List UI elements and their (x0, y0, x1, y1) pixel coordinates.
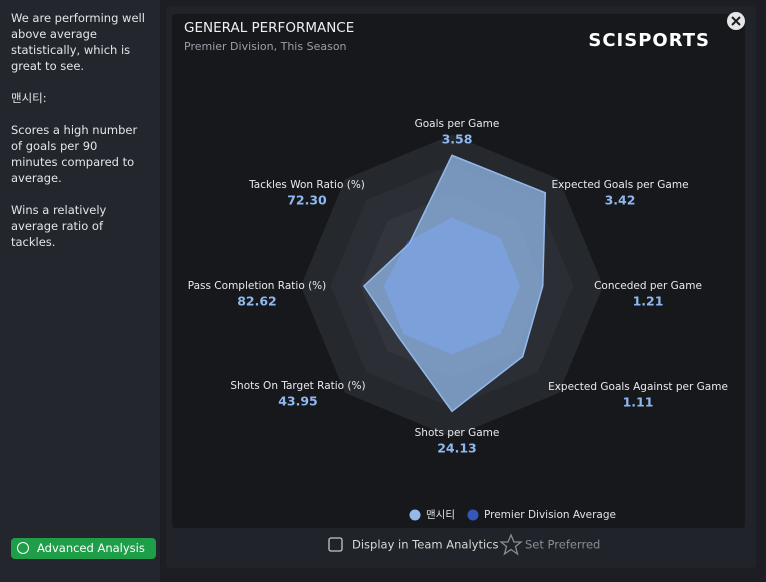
checkbox-label[interactable]: Display in Team Analytics (352, 538, 498, 552)
legend-label: Premier Division Average (484, 509, 616, 521)
value-label: 3.42 (605, 193, 636, 208)
value-label: 82.62 (237, 294, 277, 309)
chart-title: GENERAL PERFORMANCE (184, 20, 354, 36)
sidebar-text: Wins a relatively average ratio of tackl… (11, 203, 107, 249)
legend-label: 맨시티 (426, 509, 455, 521)
sidebar-text: Scores a high number of goals per 90 min… (11, 123, 138, 185)
value-label: 3.58 (442, 132, 473, 147)
axis-label: Conceded per Game (594, 280, 702, 292)
value-label: 1.11 (623, 395, 654, 410)
value-label: 24.13 (437, 441, 477, 456)
close-icon (731, 16, 741, 26)
star-icon[interactable] (499, 533, 523, 556)
logo: SCISPORTS (588, 30, 710, 51)
advanced-analysis-button[interactable]: Advanced Analysis (11, 538, 156, 559)
radar-area (362, 154, 547, 413)
sidebar-text: We are performing well above average sta… (11, 11, 145, 73)
axis-label: Pass Completion Ratio (%) (188, 280, 327, 292)
value-label: 43.95 (278, 394, 318, 409)
axis-label: Expected Goals per Game (551, 179, 688, 191)
chart-subtitle: Premier Division, This Season (184, 40, 347, 53)
axis-label: Tackles Won Ratio (%) (248, 179, 365, 191)
value-label: 72.30 (287, 193, 327, 208)
sidebar: We are performing well above average sta… (0, 0, 160, 582)
set-preferred[interactable]: Set Preferred (525, 538, 600, 552)
sidebar-text: 맨시티: (11, 91, 47, 105)
axis-label: Expected Goals Against per Game (548, 381, 728, 393)
axis-label: Shots per Game (415, 427, 500, 439)
value-label: 1.21 (633, 294, 664, 309)
checkbox[interactable] (328, 537, 343, 552)
axis-label: Shots On Target Ratio (%) (230, 380, 365, 392)
legend-swatch (409, 509, 421, 521)
axis-label: Goals per Game (415, 118, 500, 130)
legend-swatch (467, 509, 479, 521)
